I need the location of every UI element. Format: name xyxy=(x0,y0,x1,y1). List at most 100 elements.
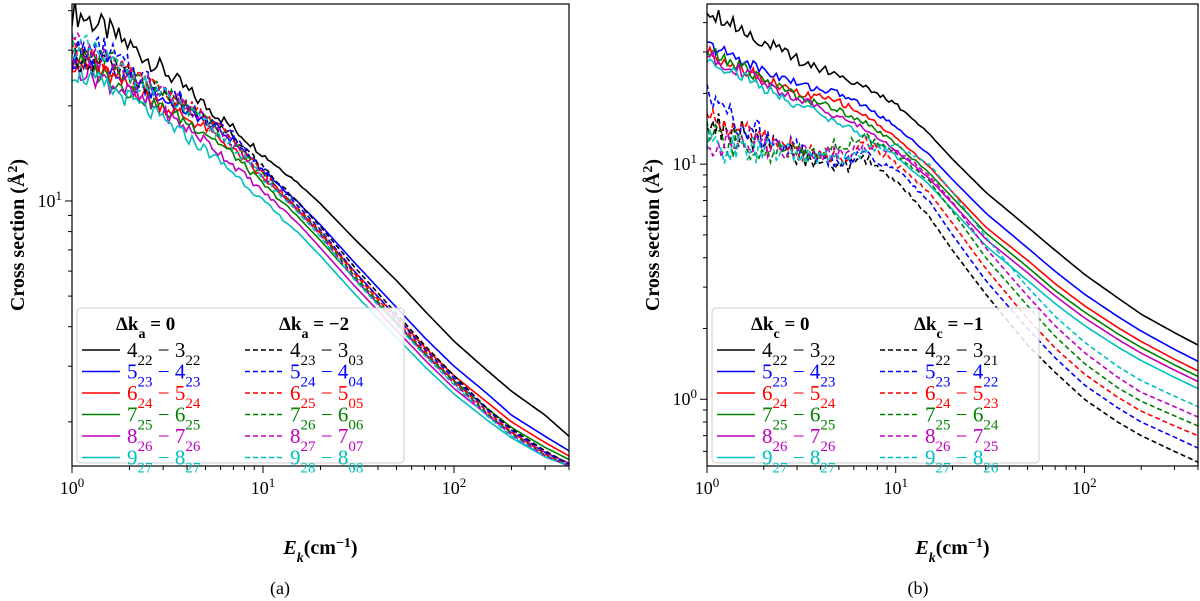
text-run: 27 xyxy=(301,439,317,455)
text-run: 1 xyxy=(56,187,63,202)
text-run: − 8 xyxy=(153,446,186,470)
text-run: 27 xyxy=(936,461,952,477)
legend-box xyxy=(76,307,405,464)
text-run: 10 xyxy=(1072,478,1090,498)
text-run: 7 xyxy=(762,403,773,427)
text-run: 10 xyxy=(695,478,713,498)
text-run: 25 xyxy=(936,418,951,434)
y-axis-label-text: Cross section (Å xyxy=(6,172,29,311)
series-line-solid-3 xyxy=(707,45,1198,372)
text-run: 4 xyxy=(290,338,301,362)
legend-header: Δkc = 0 xyxy=(751,314,810,342)
legend-entry: 826 − 725 xyxy=(925,424,998,455)
text-run: − 4 xyxy=(153,360,186,384)
text-run: 27 xyxy=(185,461,201,477)
legend-entry: 523 − 423 xyxy=(762,360,835,391)
text-run: 25 xyxy=(983,439,998,455)
y-tick-label: 101 xyxy=(673,151,698,175)
text-run: 26 xyxy=(820,439,836,455)
text-run: 10 xyxy=(673,389,691,409)
legend-entry: 826 − 726 xyxy=(127,424,201,455)
text-run: 23 xyxy=(820,375,835,391)
legend-entry: 523 − 423 xyxy=(127,360,200,391)
text-run: 25 xyxy=(301,396,316,412)
text-run: a xyxy=(138,327,145,342)
text-run: 10 xyxy=(38,191,56,211)
text-run: Δk xyxy=(116,314,139,335)
text-run: 22 xyxy=(138,353,153,369)
text-run: 8 xyxy=(127,424,138,448)
text-run: 21 xyxy=(983,353,998,369)
text-run: 25 xyxy=(820,418,835,434)
text-run: − 7 xyxy=(788,424,821,448)
series-line-dashed-2 xyxy=(707,83,1198,449)
text-run: − 6 xyxy=(316,403,349,427)
legend-entry: 928 − 808 xyxy=(290,446,363,477)
y-tick-label: 101 xyxy=(38,187,63,211)
text-run: − 7 xyxy=(951,424,984,448)
series-line-solid-6 xyxy=(72,66,569,466)
text-run: 6 xyxy=(925,381,936,405)
text-run: 5 xyxy=(762,360,773,384)
text-run: 24 xyxy=(138,396,154,412)
legend-entry: 422 − 322 xyxy=(127,338,200,369)
x-axis-label-unit: (cm xyxy=(936,537,969,559)
text-run: 23 xyxy=(138,375,153,391)
text-run: 05 xyxy=(348,396,363,412)
text-run: 7 xyxy=(925,403,936,427)
series-line-solid-6 xyxy=(707,58,1198,390)
legend-header: Δka = −2 xyxy=(279,314,349,342)
text-run: 03 xyxy=(348,353,363,369)
text-run: − 4 xyxy=(316,360,349,384)
text-run: 8 xyxy=(762,424,773,448)
series-line-solid-4 xyxy=(707,47,1198,378)
text-run: c xyxy=(936,327,942,342)
text-run: 07 xyxy=(348,439,364,455)
y-axis-label: Cross section (Å2) xyxy=(6,159,30,311)
text-run: 10 xyxy=(673,154,691,174)
text-run: 24 xyxy=(773,396,789,412)
text-run: 5 xyxy=(127,360,138,384)
legend-entry: 423 − 303 xyxy=(290,338,363,369)
text-run: − 6 xyxy=(951,403,984,427)
text-run: 23 xyxy=(301,353,316,369)
text-run: 24 xyxy=(301,375,317,391)
text-run: 1 xyxy=(691,151,698,166)
text-run: 6 xyxy=(290,381,301,405)
y-axis-label-close: ) xyxy=(642,159,664,166)
text-run: Δk xyxy=(914,314,937,335)
text-run: − 3 xyxy=(153,338,186,362)
legend-entry: 826 − 726 xyxy=(762,424,836,455)
y-axis-label-exp: 2 xyxy=(641,166,656,173)
text-run: 22 xyxy=(983,375,998,391)
text-run: = −2 xyxy=(308,314,349,335)
x-axis-label: Ek(cm−1) xyxy=(282,536,357,566)
series-line-dashed-4 xyxy=(707,121,1198,427)
x-tick-label: 100 xyxy=(695,475,720,499)
text-run: − 5 xyxy=(153,381,186,405)
text-run: − 3 xyxy=(316,338,349,362)
text-run: − 5 xyxy=(951,381,984,405)
text-run: − 6 xyxy=(153,403,186,427)
text-run: Δk xyxy=(751,314,774,335)
x-tick-label: 101 xyxy=(251,475,276,499)
text-run: 06 xyxy=(348,418,364,434)
series-line-dashed-2 xyxy=(72,35,569,466)
text-run: − 6 xyxy=(788,403,821,427)
text-run: 9 xyxy=(925,446,936,470)
panel-caption: (a) xyxy=(270,578,290,599)
legend-entry: 726 − 606 xyxy=(290,403,364,434)
legend-entry: 624 − 523 xyxy=(925,381,998,412)
text-run: 9 xyxy=(290,446,301,470)
series-line-dashed-3 xyxy=(707,106,1198,437)
text-run: − 7 xyxy=(316,424,349,448)
x-axis-label-close: ) xyxy=(983,537,990,559)
legend-entry: 422 − 321 xyxy=(925,338,998,369)
x-axis-label-sub: k xyxy=(297,551,304,566)
text-run: 10 xyxy=(60,478,78,498)
y-tick-label: 100 xyxy=(673,386,698,410)
text-run: 2 xyxy=(1090,475,1097,490)
x-axis-label-exp: −1 xyxy=(968,536,983,551)
